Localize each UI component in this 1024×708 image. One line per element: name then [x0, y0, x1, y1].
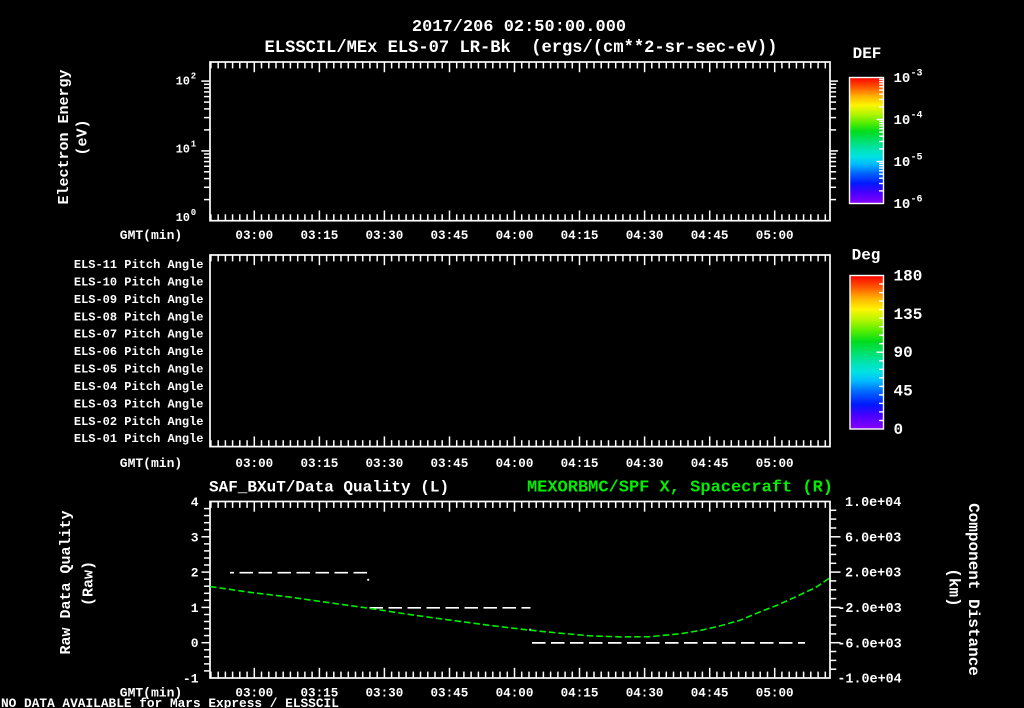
svg-text:6.0e+03: 6.0e+03: [845, 531, 901, 546]
svg-text:GMT(min): GMT(min): [120, 686, 182, 701]
svg-text:ELS-10 Pitch Angle: ELS-10 Pitch Angle: [74, 275, 204, 289]
svg-text:03:30: 03:30: [366, 687, 404, 701]
svg-text:10: 10: [894, 113, 911, 129]
svg-text:NO DATA AVAILABLE for Mars Exp: NO DATA AVAILABLE for Mars Express / ELS…: [1, 696, 339, 708]
svg-text:Electron Energy: Electron Energy: [56, 69, 73, 204]
svg-text:Component Distance: Component Distance: [964, 503, 982, 676]
svg-text:03:00: 03:00: [235, 229, 273, 243]
svg-text:04:00: 04:00: [496, 687, 534, 701]
svg-text:05:00: 05:00: [756, 229, 794, 243]
svg-text:10: 10: [176, 74, 190, 88]
svg-text:4: 4: [191, 495, 199, 510]
svg-text:ELS-02 Pitch Angle: ELS-02 Pitch Angle: [74, 415, 204, 429]
svg-text:GMT(min): GMT(min): [120, 228, 182, 243]
svg-text:ELS-06 Pitch Angle: ELS-06 Pitch Angle: [74, 345, 204, 359]
svg-text:04:00: 04:00: [496, 457, 534, 471]
svg-text:ELS-01 Pitch Angle: ELS-01 Pitch Angle: [74, 432, 204, 446]
svg-text:3: 3: [191, 530, 199, 545]
svg-text:135: 135: [894, 306, 923, 324]
svg-text:03:00: 03:00: [235, 687, 273, 701]
svg-text:-1: -1: [183, 672, 199, 687]
svg-text:03:30: 03:30: [366, 457, 404, 471]
svg-text:04:00: 04:00: [496, 229, 534, 243]
svg-text:04:15: 04:15: [561, 229, 599, 243]
svg-text:0: 0: [191, 636, 199, 651]
svg-text:04:45: 04:45: [691, 687, 729, 701]
svg-text:90: 90: [894, 344, 913, 362]
svg-text:SAF_BXuT/Data Quality (L): SAF_BXuT/Data Quality (L): [209, 479, 449, 497]
svg-text:180: 180: [894, 268, 923, 286]
svg-text:04:30: 04:30: [626, 457, 664, 471]
svg-text:Deg: Deg: [852, 247, 881, 265]
svg-text:04:30: 04:30: [626, 687, 664, 701]
svg-text:ELS-07 Pitch Angle: ELS-07 Pitch Angle: [74, 328, 204, 342]
svg-text:10: 10: [894, 71, 911, 87]
svg-text:ELS-05 Pitch Angle: ELS-05 Pitch Angle: [74, 363, 204, 377]
svg-text:04:15: 04:15: [561, 457, 599, 471]
svg-text:0: 0: [191, 208, 196, 218]
svg-text:05:00: 05:00: [756, 687, 794, 701]
svg-text:2: 2: [191, 566, 199, 581]
svg-text:1: 1: [191, 139, 197, 149]
svg-text:03:45: 03:45: [431, 457, 469, 471]
svg-text:Raw Data Quality: Raw Data Quality: [58, 510, 75, 654]
svg-text:ELS-04 Pitch Angle: ELS-04 Pitch Angle: [74, 380, 204, 394]
svg-text:10: 10: [894, 155, 911, 171]
svg-text:1.0e+04: 1.0e+04: [845, 496, 901, 511]
svg-text:03:45: 03:45: [431, 687, 469, 701]
svg-text:GMT(min): GMT(min): [120, 456, 182, 471]
svg-text:03:15: 03:15: [301, 229, 339, 243]
svg-text:0: 0: [894, 421, 904, 439]
svg-text:ELSSCIL/MEx ELS-07 LR-Bk (erg: ELSSCIL/MEx ELS-07 LR-Bk (ergs/(cm**2-sr…: [265, 39, 778, 58]
svg-text:-4: -4: [911, 111, 923, 122]
svg-text:(km): (km): [945, 568, 963, 606]
svg-text:-3: -3: [911, 69, 923, 80]
svg-text:-2.0e+03: -2.0e+03: [837, 602, 901, 617]
svg-text:03:30: 03:30: [366, 229, 404, 243]
svg-text:45: 45: [894, 383, 913, 401]
svg-text:03:15: 03:15: [301, 457, 339, 471]
svg-text:-6: -6: [911, 195, 923, 206]
svg-text:10: 10: [894, 197, 911, 213]
svg-text:04:45: 04:45: [691, 229, 729, 243]
svg-text:(eV): (eV): [75, 119, 92, 155]
svg-text:10: 10: [176, 142, 190, 156]
svg-text:ELS-11 Pitch Angle: ELS-11 Pitch Angle: [74, 258, 204, 272]
svg-text:03:15: 03:15: [301, 687, 339, 701]
svg-text:ELS-08 Pitch Angle: ELS-08 Pitch Angle: [74, 310, 204, 324]
svg-text:-1.0e+04: -1.0e+04: [837, 673, 901, 688]
svg-text:04:30: 04:30: [626, 229, 664, 243]
svg-text:MEXORBMC/SPF X, Spacecraft (R): MEXORBMC/SPF X, Spacecraft (R): [527, 479, 833, 498]
svg-text:2017/206 02:50:00.000: 2017/206 02:50:00.000: [412, 18, 626, 37]
svg-text:-5: -5: [911, 153, 923, 164]
svg-text:05:00: 05:00: [756, 457, 794, 471]
svg-text:2.0e+03: 2.0e+03: [845, 567, 901, 582]
svg-text:ELS-03 Pitch Angle: ELS-03 Pitch Angle: [74, 397, 204, 411]
svg-text:(Raw): (Raw): [81, 561, 98, 606]
svg-text:03:00: 03:00: [235, 457, 273, 471]
svg-text:ELS-09 Pitch Angle: ELS-09 Pitch Angle: [74, 293, 204, 307]
svg-text:1: 1: [191, 601, 199, 616]
svg-text:03:45: 03:45: [431, 229, 469, 243]
svg-text:DEF: DEF: [853, 45, 882, 63]
svg-text:2: 2: [191, 71, 196, 81]
svg-text:-6.0e+03: -6.0e+03: [837, 637, 901, 652]
svg-text:10: 10: [176, 211, 190, 225]
svg-text:04:15: 04:15: [561, 687, 599, 701]
svg-text:04:45: 04:45: [691, 457, 729, 471]
